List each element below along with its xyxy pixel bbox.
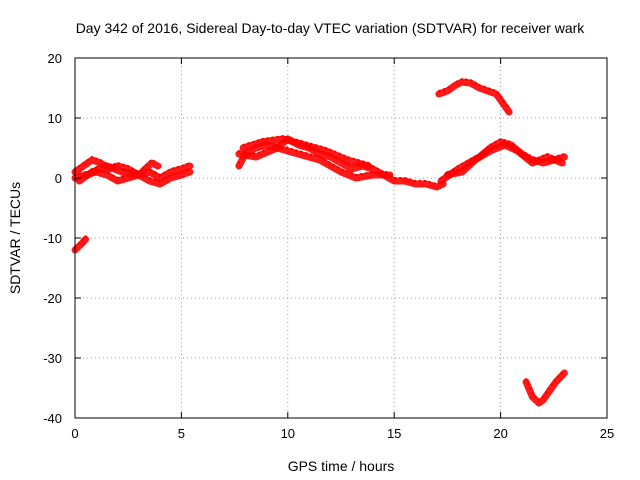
series-line-arc-c2: [235, 144, 394, 182]
series-jitter-arc-f: [525, 369, 566, 401]
x-tick-label: 25: [600, 426, 614, 441]
axis-ticks: 0 5 10 15 20 25 20 10 0 -10 -20 -30 -40: [43, 51, 614, 441]
x-tick-label: 0: [71, 426, 78, 441]
x-tick-label: 15: [387, 426, 401, 441]
series-jitter-arc-b1: [74, 156, 191, 176]
series-jitter-arc-d2: [446, 141, 564, 173]
y-tick-label: -20: [43, 291, 62, 306]
chart-title: Day 342 of 2016, Sidereal Day-to-day VTE…: [76, 20, 586, 36]
grid-lines: [75, 58, 607, 418]
x-tick-label: 10: [281, 426, 295, 441]
y-tick-label: 20: [48, 51, 62, 66]
series-line-arc-c1: [235, 135, 447, 191]
series-line-arc-d2: [443, 141, 566, 179]
series-line-arc-a: [71, 235, 90, 254]
series-jitter-arc-c2: [237, 144, 391, 176]
y-tick-label: -10: [43, 231, 62, 246]
x-tick-label: 20: [493, 426, 507, 441]
series-jitter-arc-c3: [242, 135, 370, 164]
series-line-arc-b3: [75, 159, 162, 185]
y-axis-label: SDTVAR / TECUs: [7, 182, 23, 294]
x-tick-label: 5: [178, 426, 185, 441]
y-tick-label: 0: [55, 171, 62, 186]
x-axis-label: GPS time / hours: [288, 458, 395, 474]
series-jitter-arc-b3: [78, 159, 159, 179]
series-line-arc-e: [435, 78, 513, 116]
y-tick-label: -40: [43, 411, 62, 426]
series-group: [71, 78, 568, 407]
series-line-arc-b1: [71, 156, 194, 182]
series-jitter-arc-e: [437, 78, 511, 110]
y-tick-label: -30: [43, 351, 62, 366]
series-line-arc-f: [522, 369, 568, 407]
y-tick-label: 10: [48, 111, 62, 126]
series-line-arc-c3: [239, 135, 373, 170]
